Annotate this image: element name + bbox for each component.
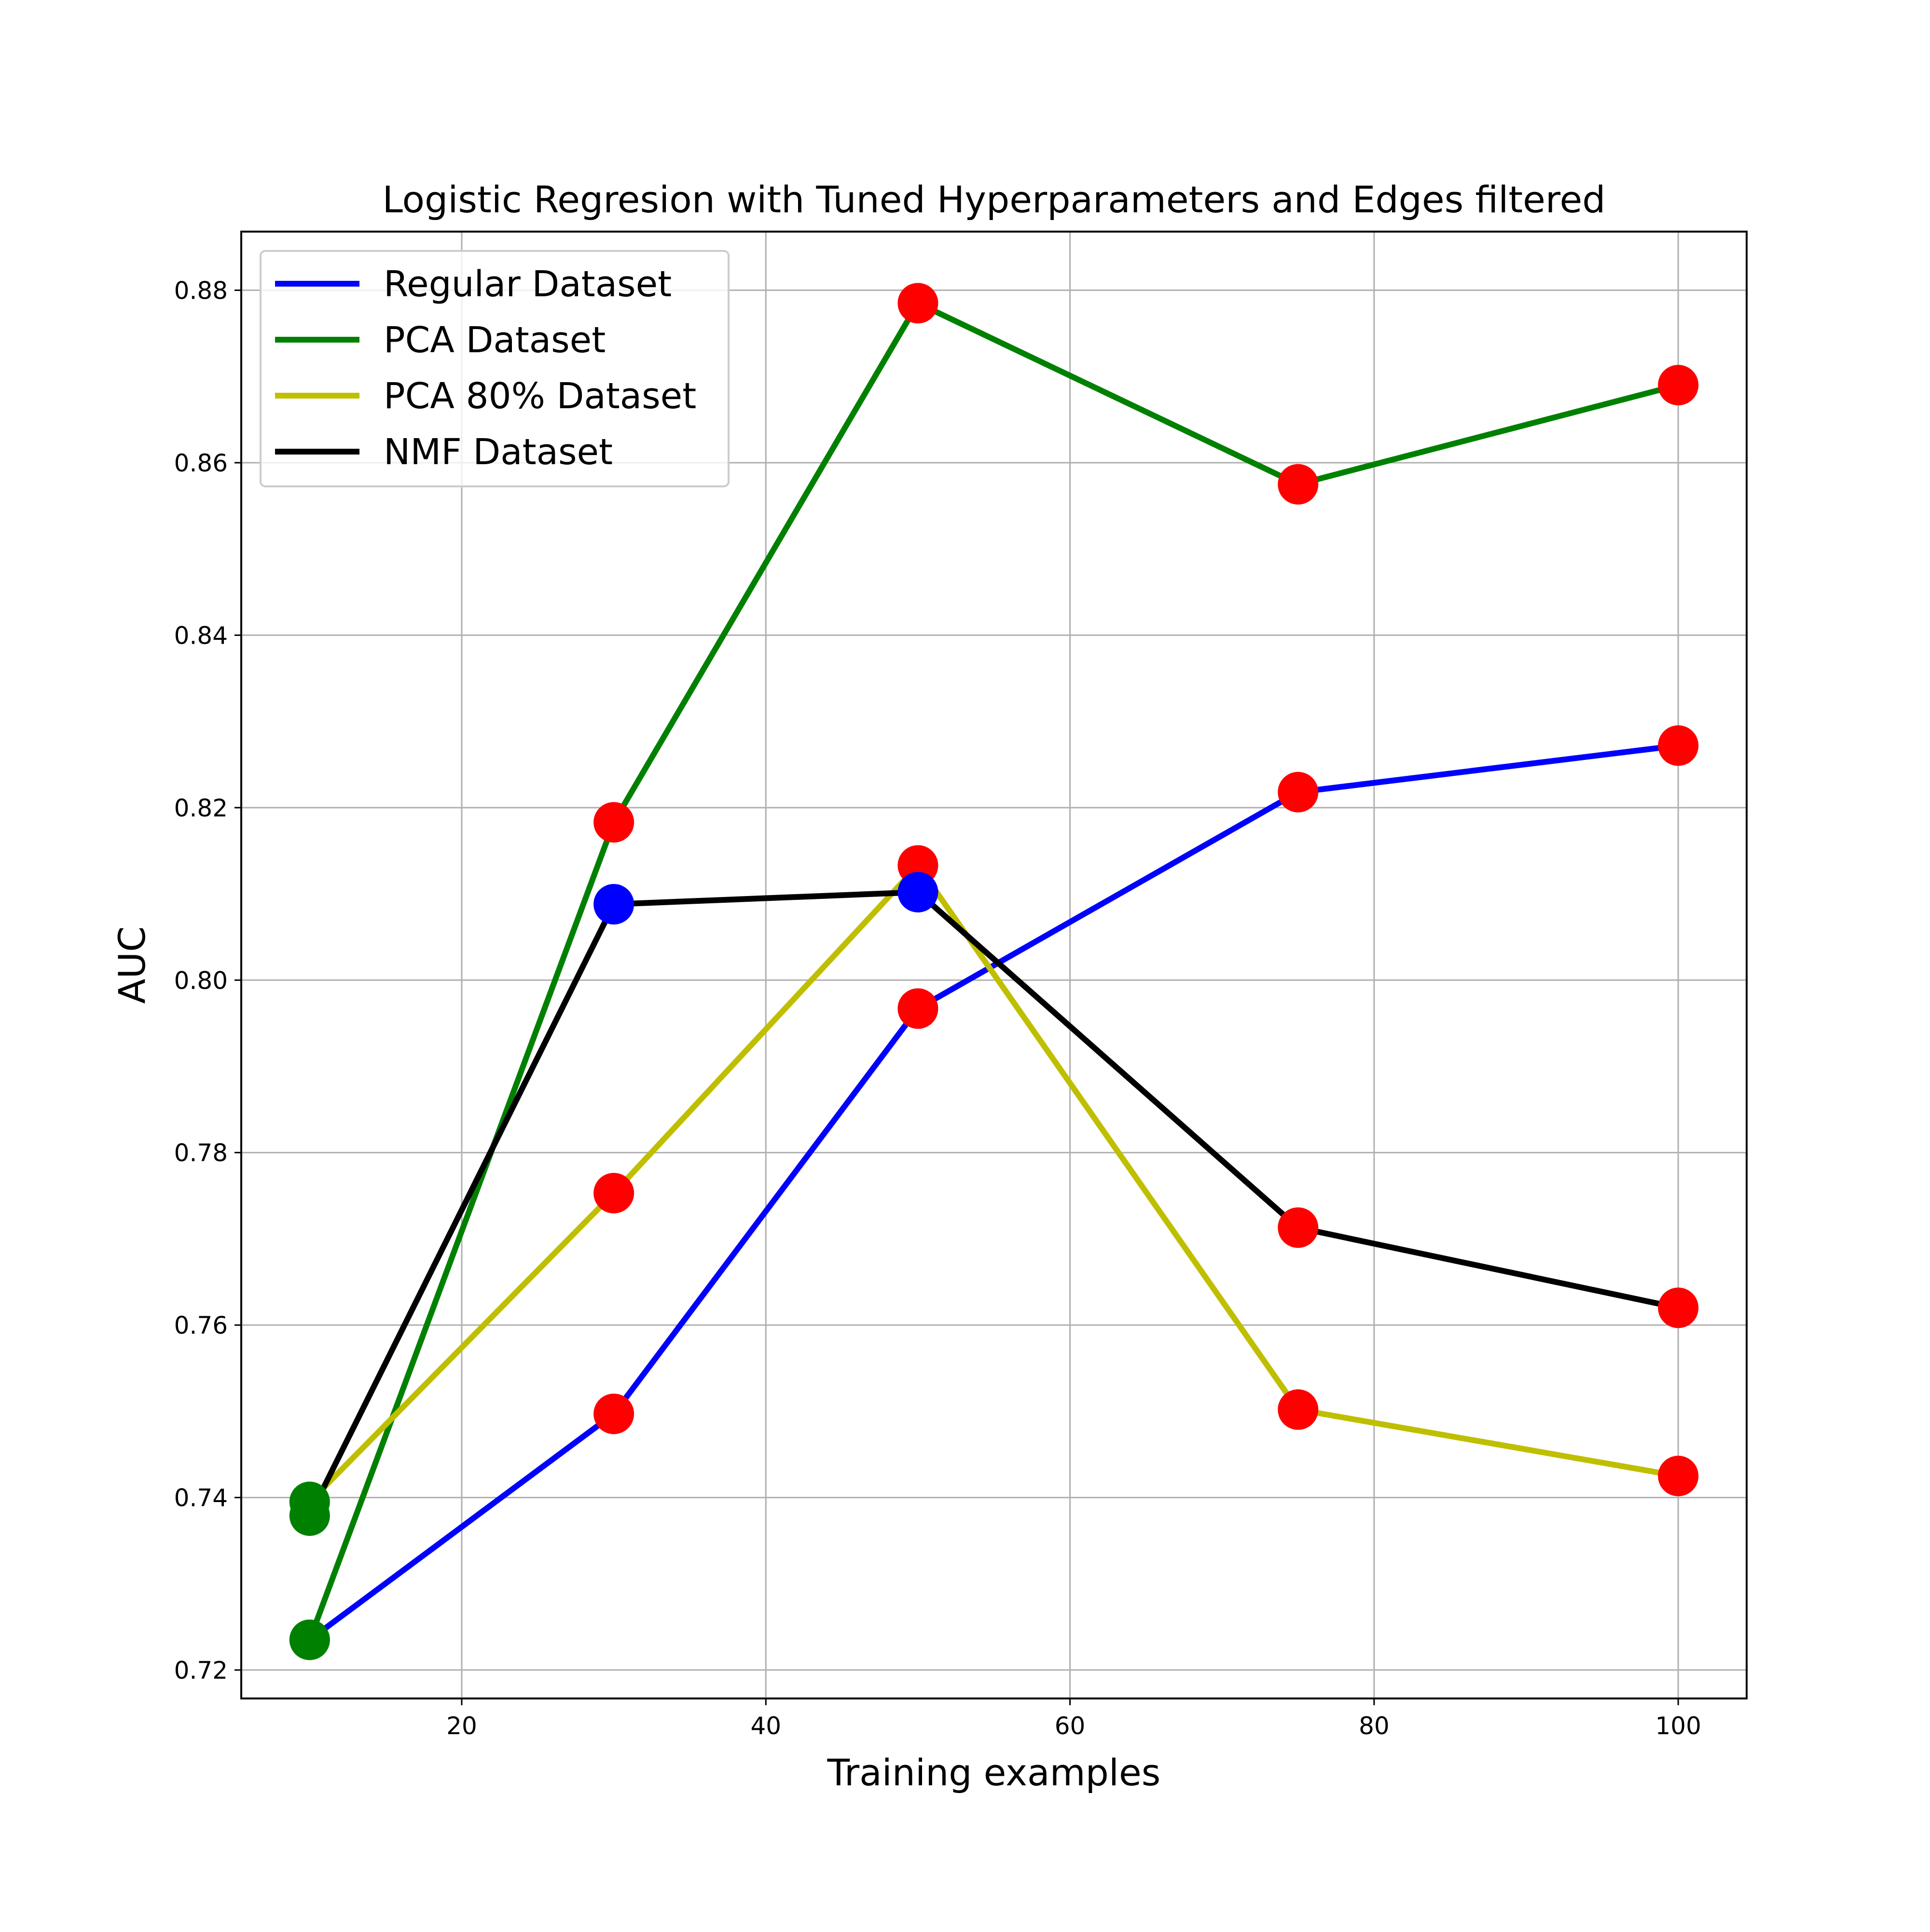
data-point-nmf-dataset	[1658, 1287, 1699, 1328]
data-point-pca-dataset	[897, 283, 938, 324]
data-point-nmf-dataset	[593, 884, 634, 925]
data-point-regular-dataset	[1658, 725, 1699, 766]
data-point-pca-80-dataset	[593, 1173, 634, 1214]
x-tick-label: 40	[750, 1712, 781, 1740]
data-points	[289, 283, 1699, 1660]
data-point-pca-80-dataset	[1278, 1389, 1319, 1430]
y-tick-label: 0.72	[174, 1656, 228, 1684]
legend-label-pca-80-dataset: PCA 80% Dataset	[384, 375, 696, 417]
data-point-pca-80-dataset	[1658, 1455, 1699, 1496]
data-point-pca-dataset	[289, 1619, 330, 1660]
legend: Regular Dataset PCA Dataset PCA 80% Datase…	[260, 250, 730, 487]
data-point-regular-dataset	[1278, 772, 1319, 813]
plot-area-frame	[240, 231, 1748, 1699]
y-tick-label: 0.74	[174, 1484, 228, 1512]
data-point-nmf-dataset	[1278, 1207, 1319, 1248]
y-tick-label: 0.86	[174, 449, 228, 477]
x-tick-label: 60	[1055, 1712, 1086, 1740]
y-axis-label: AUC	[110, 926, 153, 1004]
chart-title: Logistic Regresion with Tuned Hyperparam…	[383, 178, 1606, 221]
data-point-pca-dataset	[1278, 464, 1319, 505]
x-tick-label: 20	[446, 1712, 477, 1740]
legend-label-regular-dataset: Regular Dataset	[384, 263, 672, 305]
y-tick-label: 0.76	[174, 1311, 228, 1339]
y-tick-label: 0.84	[174, 621, 228, 649]
legend-label-nmf-dataset: NMF Dataset	[384, 431, 613, 473]
data-point-regular-dataset	[897, 988, 938, 1029]
data-point-pca-dataset	[1658, 365, 1699, 406]
y-tick-label: 0.78	[174, 1139, 228, 1167]
data-point-pca-dataset	[593, 802, 634, 843]
x-axis-label: Training examples	[827, 1751, 1161, 1794]
y-axis-ticks: 0.72 0.74 0.76 0.78 0.80 0.82 0.84 0.86 0.88	[174, 277, 241, 1684]
legend-box	[260, 250, 730, 487]
data-point-regular-dataset	[593, 1394, 634, 1435]
data-point-nmf-dataset	[897, 871, 938, 912]
x-tick-label: 100	[1655, 1712, 1701, 1740]
legend-label-pca-dataset: PCA Dataset	[384, 319, 606, 361]
x-tick-label: 80	[1359, 1712, 1390, 1740]
data-point-nmf-dataset	[289, 1495, 330, 1536]
y-tick-label: 0.80	[174, 966, 228, 994]
y-tick-label: 0.82	[174, 794, 228, 822]
y-tick-label: 0.88	[174, 277, 228, 305]
x-axis-ticks: 20 40 60 80 100	[446, 1698, 1701, 1740]
